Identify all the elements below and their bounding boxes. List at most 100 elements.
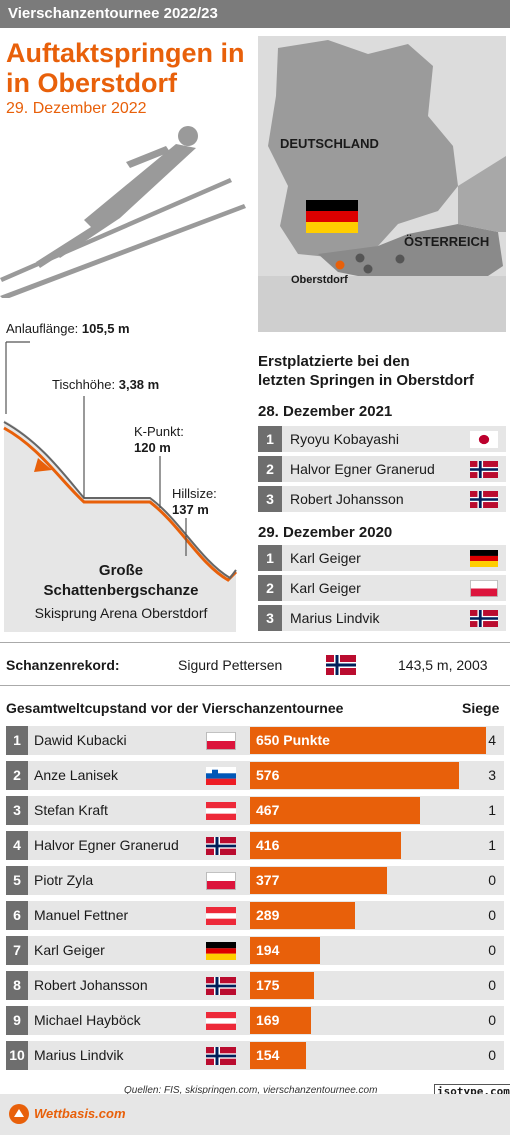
standings-rank: 3 bbox=[6, 796, 28, 825]
wins-heading: Siege bbox=[462, 700, 500, 716]
wins-count: 0 bbox=[488, 907, 496, 923]
points-bar bbox=[250, 1042, 306, 1069]
standings-name: Michael Hayböck bbox=[34, 1012, 141, 1028]
points-bar bbox=[250, 1007, 311, 1034]
standings-name: Robert Johansson bbox=[34, 977, 148, 993]
standings-flag bbox=[206, 1047, 236, 1065]
points-bar bbox=[250, 937, 320, 964]
standings-flag bbox=[206, 872, 236, 890]
wins-count: 1 bbox=[488, 837, 496, 853]
page-title: Auftaktspringen in in Oberstdorf bbox=[6, 38, 245, 98]
points-value: 154 bbox=[256, 1047, 280, 1063]
winner-name: Karl Geiger bbox=[290, 580, 361, 596]
standings-row: 5 Piotr Zyla 377 0 bbox=[6, 866, 504, 895]
table-height-label: Tischhöhe: 3,38 m bbox=[52, 377, 160, 392]
hill-name: Große Schattenbergschanze Skisprung Aren… bbox=[34, 562, 208, 621]
winner-row: 2 Halvor Egner Granerud bbox=[258, 456, 506, 482]
winner-rank: 2 bbox=[258, 456, 282, 482]
standings-rank: 8 bbox=[6, 971, 28, 1000]
standings-rank: 9 bbox=[6, 1006, 28, 1035]
winner-row: 2 Karl Geiger bbox=[258, 575, 506, 601]
winner-name: Marius Lindvik bbox=[290, 610, 380, 626]
winner-row: 1 Ryoyu Kobayashi bbox=[258, 426, 506, 452]
winner-flag bbox=[470, 550, 498, 567]
winner-flag bbox=[470, 491, 498, 508]
winner-rank: 3 bbox=[258, 486, 282, 512]
standings-flag bbox=[206, 837, 236, 855]
standings-name: Karl Geiger bbox=[34, 942, 105, 958]
points-value: 467 bbox=[256, 802, 280, 818]
points-bar bbox=[250, 797, 420, 824]
record-value: 143,5 m, 2003 bbox=[398, 657, 488, 673]
norway-flag-icon bbox=[326, 655, 356, 675]
winners-date-2021: 28. Dezember 2021 bbox=[258, 403, 393, 420]
winner-name: Halvor Egner Granerud bbox=[290, 461, 435, 477]
hill-profile-diagram bbox=[3, 341, 238, 632]
winner-rank: 3 bbox=[258, 605, 282, 631]
standings-rank: 6 bbox=[6, 901, 28, 930]
hillsize-label: Hillsize: 137 m bbox=[172, 486, 217, 517]
standings-row: 3 Stefan Kraft 467 1 bbox=[6, 796, 504, 825]
map-label-austria: ÖSTERREICH bbox=[404, 234, 490, 249]
norway-flag-icon bbox=[206, 1047, 236, 1065]
points-value: 175 bbox=[256, 977, 280, 993]
wins-count: 0 bbox=[488, 977, 496, 993]
standings-row: 8 Robert Johansson 175 0 bbox=[6, 971, 504, 1000]
sources: Quellen: FIS, skispringen.com, vierschan… bbox=[124, 1085, 378, 1096]
winner-rank: 1 bbox=[258, 545, 282, 571]
standings-name: Stefan Kraft bbox=[34, 802, 108, 818]
standings-row: 1 Dawid Kubacki 650 Punkte 4 bbox=[6, 726, 504, 755]
austria-flag-icon bbox=[206, 802, 236, 820]
map-label-oberstdorf: Oberstdorf bbox=[291, 274, 348, 286]
points-value: 289 bbox=[256, 907, 280, 923]
wins-count: 1 bbox=[488, 802, 496, 818]
winners-heading: Erstplatzierte bei den letzten Springen i… bbox=[258, 353, 474, 389]
standings-heading: Gesamtweltcupstand vor der Vierschanzent… bbox=[6, 700, 344, 716]
oberstdorf-marker bbox=[335, 260, 345, 270]
winner-row: 3 Robert Johansson bbox=[258, 486, 506, 512]
standings-rank: 1 bbox=[6, 726, 28, 755]
winner-rank: 1 bbox=[258, 426, 282, 452]
points-bar bbox=[250, 727, 486, 754]
points-value: 169 bbox=[256, 1012, 280, 1028]
norway-flag-icon bbox=[206, 837, 236, 855]
germany-flag-icon bbox=[470, 550, 498, 567]
title-line-1: Auftaktspringen in bbox=[6, 38, 245, 68]
poland-flag-icon bbox=[470, 580, 498, 597]
standings-flag bbox=[206, 977, 236, 995]
standings-row: 9 Michael Hayböck 169 0 bbox=[6, 1006, 504, 1035]
brand-logo-icon bbox=[9, 1104, 29, 1124]
norway-flag-icon bbox=[470, 610, 498, 627]
wins-count: 3 bbox=[488, 767, 496, 783]
standings-name: Anze Lanisek bbox=[34, 767, 119, 783]
standings-flag bbox=[206, 732, 236, 750]
winner-flag bbox=[470, 461, 498, 478]
winner-flag bbox=[470, 610, 498, 627]
standings-row: 10 Marius Lindvik 154 0 bbox=[6, 1041, 504, 1070]
ski-jumper-icon bbox=[0, 126, 246, 298]
inrun-label: Anlauflänge: 105,5 m bbox=[6, 321, 130, 336]
standings-name: Dawid Kubacki bbox=[34, 732, 127, 748]
title-line-2: in Oberstdorf bbox=[6, 68, 178, 98]
standings-rank: 10 bbox=[6, 1041, 28, 1070]
points-bar bbox=[250, 762, 459, 789]
points-value: 194 bbox=[256, 942, 280, 958]
brand-name: Wettbasis.com bbox=[34, 1106, 126, 1121]
wins-count: 0 bbox=[488, 1047, 496, 1063]
winner-name: Ryoyu Kobayashi bbox=[290, 431, 399, 447]
points-bar bbox=[250, 867, 387, 894]
slovenia-flag-icon bbox=[206, 767, 236, 785]
winner-rank: 2 bbox=[258, 575, 282, 601]
map-label-germany: DEUTSCHLAND bbox=[280, 136, 379, 151]
standings-rank: 4 bbox=[6, 831, 28, 860]
standings-name: Halvor Egner Granerud bbox=[34, 837, 179, 853]
standings-row: 6 Manuel Fettner 289 0 bbox=[6, 901, 504, 930]
wins-count: 4 bbox=[488, 732, 496, 748]
standings-name: Marius Lindvik bbox=[34, 1047, 124, 1063]
points-value: 377 bbox=[256, 872, 280, 888]
standings-flag bbox=[206, 907, 236, 925]
winner-name: Karl Geiger bbox=[290, 550, 361, 566]
standings-rank: 7 bbox=[6, 936, 28, 965]
footer-bar: Wettbasis.com bbox=[0, 1094, 510, 1135]
poland-flag-icon bbox=[206, 732, 236, 750]
